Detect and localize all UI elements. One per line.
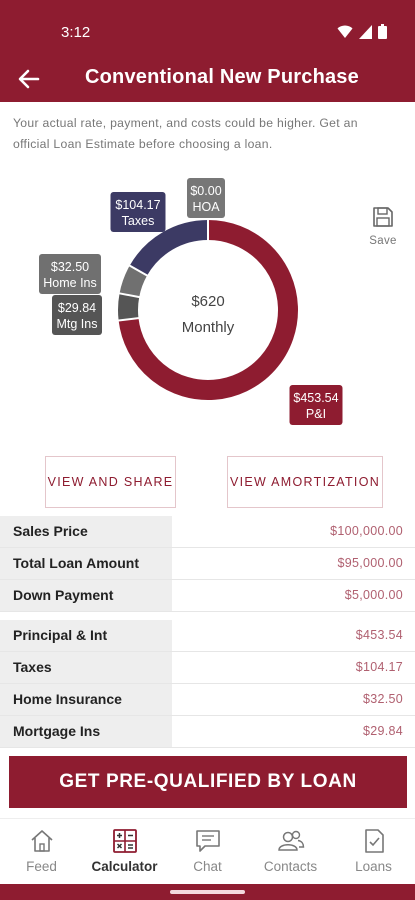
table-row: Taxes $104.17 <box>0 652 415 684</box>
page-title: Conventional New Purchase <box>85 66 359 88</box>
table-row: Home Insurance $32.50 <box>0 684 415 716</box>
bottom-nav: Feed Calculator Chat Contacts Loans <box>0 818 415 884</box>
nav-label: Chat <box>193 859 222 874</box>
row-value: $100,000.00 <box>330 524 403 538</box>
nav-item-chat[interactable]: Chat <box>166 819 249 885</box>
nav-item-loans[interactable]: Loans <box>332 819 415 885</box>
wifi-icon <box>337 25 353 44</box>
callout-p-i: $453.54 P&I <box>289 385 343 425</box>
callout-value: $104.17 <box>115 198 160 212</box>
callout-box <box>110 192 166 232</box>
loan-details-table: Sales Price $100,000.00 Total Loan Amoun… <box>0 516 415 612</box>
donut-slice-taxes <box>129 220 209 276</box>
save-button[interactable]: Save <box>365 206 401 252</box>
view-and-share-button[interactable]: VIEW AND SHARE <box>45 456 176 508</box>
nav-item-feed[interactable]: Feed <box>0 819 83 885</box>
callout-label: Home Ins <box>43 276 97 290</box>
table-row: Down Payment $5,000.00 <box>0 580 415 612</box>
status-time: 3:12 <box>61 24 91 41</box>
row-label: Down Payment <box>0 580 172 611</box>
chat-icon <box>166 828 249 858</box>
row-label: Principal & Int <box>0 620 172 651</box>
contacts-icon <box>249 828 332 858</box>
nav-label: Contacts <box>263 859 318 874</box>
row-value: $5,000.00 <box>344 588 403 602</box>
nav-label: Calculator <box>91 859 158 874</box>
app-bar: Conventional New Purchase <box>0 58 415 102</box>
home-gesture-pill[interactable] <box>170 890 245 894</box>
view-amortization-button[interactable]: VIEW AMORTIZATION <box>227 456 383 508</box>
payment-donut-chart: $620 Monthly $453.54 P&I $29.84 Mtg Ins $32.50… <box>39 178 343 425</box>
table-row: Sales Price $100,000.00 <box>0 516 415 548</box>
row-label: Taxes <box>0 652 172 683</box>
slice-separator <box>118 292 141 299</box>
donut-center-label: Monthly <box>182 319 235 336</box>
save-label: Save <box>369 235 397 247</box>
cell-signal-icon <box>359 24 372 44</box>
row-value: $95,000.00 <box>337 556 403 570</box>
gesture-bar <box>0 884 415 900</box>
table-row: Total Loan Amount $95,000.00 <box>0 548 415 580</box>
callout-box <box>52 295 102 335</box>
callout-value: $453.54 <box>293 391 338 405</box>
row-value: $453.54 <box>355 628 403 642</box>
get-pre-qualified-button[interactable]: GET PRE-QUALIFIED BY LOAN <box>9 756 407 808</box>
nav-item-calculator[interactable]: Calculator <box>83 819 166 885</box>
table-row: Principal & Int $453.54 <box>0 620 415 652</box>
home-icon <box>0 828 83 858</box>
battery-icon <box>378 24 387 44</box>
status-icons <box>337 24 387 44</box>
row-label: Mortgage Ins <box>0 716 172 747</box>
row-label: Sales Price <box>0 516 172 547</box>
callout-label: Mtg Ins <box>57 317 98 331</box>
nav-item-contacts[interactable]: Contacts <box>249 819 332 885</box>
callout-box <box>289 385 343 425</box>
status-bar: 3:12 <box>0 0 415 58</box>
document-icon <box>332 828 415 858</box>
disclaimer-text: Your actual rate, payment, and costs cou… <box>13 116 358 151</box>
table-row: Mortgage Ins $29.84 <box>0 716 415 748</box>
donut-slice-p-i <box>118 220 298 400</box>
slice-separator <box>128 264 149 277</box>
callout-label: HOA <box>192 200 220 214</box>
nav-label: Feed <box>26 859 57 874</box>
payment-breakdown-table: Principal & Int $453.54 Taxes $104.17 Ho… <box>0 620 415 748</box>
callout-value: $32.50 <box>51 260 89 274</box>
floppy-disk-icon <box>373 207 393 227</box>
callout-box <box>39 254 101 294</box>
row-value: $29.84 <box>362 724 403 738</box>
donut-slice-mtg-ins <box>118 293 140 321</box>
donut-slice-home-ins <box>119 265 148 298</box>
callout-value: $29.84 <box>58 301 96 315</box>
callout-box <box>187 178 225 218</box>
callout-home-ins: $32.50 Home Ins <box>39 254 101 294</box>
calculator-icon <box>83 828 166 858</box>
callout-taxes: $104.17 Taxes <box>110 192 166 232</box>
row-value: $104.17 <box>355 660 403 674</box>
callout-value: $0.00 <box>190 184 221 198</box>
callout-hoa: $0.00 HOA <box>187 178 225 218</box>
slice-separator <box>117 317 140 322</box>
row-label: Total Loan Amount <box>0 548 172 579</box>
callout-mtg-ins: $29.84 Mtg Ins <box>52 295 102 335</box>
callout-label: P&I <box>306 407 326 421</box>
callout-label: Taxes <box>122 214 155 228</box>
donut-center-amount: $620 <box>191 293 224 310</box>
row-value: $32.50 <box>362 692 403 706</box>
row-label: Home Insurance <box>0 684 172 715</box>
nav-label: Loans <box>355 859 392 874</box>
back-arrow-icon[interactable] <box>18 64 44 94</box>
